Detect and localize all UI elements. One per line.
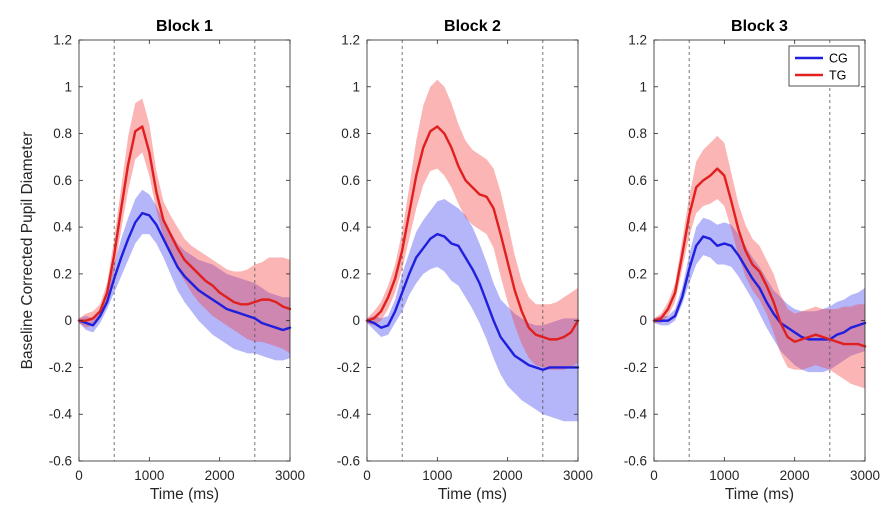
chart-title: Block 3 xyxy=(731,18,788,35)
y-tick-label: 1.2 xyxy=(628,33,647,48)
y-tick-label: -0.6 xyxy=(624,454,647,469)
y-tick-label: 0.8 xyxy=(628,126,647,141)
x-tick-label: 2000 xyxy=(493,468,523,483)
x-tick-label: 2000 xyxy=(780,468,810,483)
axes-box xyxy=(366,39,579,462)
y-tick-label: -0.4 xyxy=(337,407,361,422)
y-tick-label: 1.2 xyxy=(341,33,360,48)
confidence-band-cg xyxy=(654,217,865,373)
y-axis-label: Baseline Corrected Pupil Diameter xyxy=(19,132,36,370)
x-tick-label: 1000 xyxy=(709,468,739,483)
series-line-tg xyxy=(365,125,580,341)
x-tick-label: 3000 xyxy=(563,468,593,483)
series-line-cg xyxy=(365,232,580,371)
y-tick-label: 0.4 xyxy=(628,220,647,235)
y-tick-label: 0.4 xyxy=(53,220,72,235)
x-tick-label: 3000 xyxy=(850,468,880,483)
x-tick-label: 0 xyxy=(650,468,658,483)
confidence-band-tg xyxy=(79,98,290,354)
y-tick-label: 0.2 xyxy=(53,266,72,281)
axes-box xyxy=(78,39,291,462)
chart-panel-3: -0.6 -0.4 -0.2 0 0.2 0.4 0.6 0.8 1 1.2 0 1000 2000 30… xyxy=(624,18,880,503)
legend-label-cg: CG xyxy=(829,52,848,66)
x-tick-label: 3000 xyxy=(275,468,305,483)
chart-panel-2: -0.6 -0.4 -0.2 0 0.2 0.4 0.6 0.8 1 1.2 0 1000 2000 30… xyxy=(337,18,593,503)
y-tick-label: 0 xyxy=(352,313,360,328)
series-line-cg xyxy=(77,211,292,332)
y-tick-label: 0.8 xyxy=(341,126,360,141)
x-tick-label: 1000 xyxy=(422,468,452,483)
y-tick-label: 0.6 xyxy=(628,173,647,188)
confidence-band-tg xyxy=(654,135,865,389)
y-tick-label: -0.2 xyxy=(624,360,647,375)
y-tick-label: 0.4 xyxy=(341,220,360,235)
y-tick-label: 0.2 xyxy=(341,266,360,281)
chart-title: Block 2 xyxy=(444,18,501,35)
y-tick-label: -0.4 xyxy=(49,407,73,422)
y-tick-label: 0 xyxy=(639,313,647,328)
y-tick-label: 0.6 xyxy=(53,173,72,188)
confidence-band-tg xyxy=(367,79,578,370)
x-axis-label: Time (ms) xyxy=(150,486,219,503)
y-tick-label: -0.6 xyxy=(49,454,72,469)
legend-box xyxy=(788,45,860,87)
y-tick-label: -0.2 xyxy=(49,360,72,375)
y-tick-label: 1 xyxy=(64,79,72,94)
x-tick-label: 0 xyxy=(363,468,371,483)
y-tick-label: 0.6 xyxy=(341,173,360,188)
y-tick-label: 1 xyxy=(352,79,360,94)
chart-panel-1: -0.6 -0.4 -0.2 0 0.2 0.4 0.6 0.8 1 1.2 0 1000 2000 30… xyxy=(19,18,305,503)
x-axis-label: Time (ms) xyxy=(438,486,507,503)
y-tick-label: 0.2 xyxy=(628,266,647,281)
legend: CG TG xyxy=(788,45,860,87)
x-axis-label: Time (ms) xyxy=(725,486,794,503)
y-tick-label: -0.6 xyxy=(337,454,360,469)
x-tick-label: 1000 xyxy=(134,468,164,483)
legend-label-tg: TG xyxy=(829,69,846,83)
y-tick-label: 1 xyxy=(639,79,647,94)
x-tick-label: 2000 xyxy=(205,468,235,483)
axes-box xyxy=(653,39,866,462)
x-tick-label: 0 xyxy=(75,468,83,483)
y-tick-label: -0.2 xyxy=(337,360,360,375)
chart-title: Block 1 xyxy=(156,18,213,35)
y-tick-label: 0 xyxy=(64,313,72,328)
y-tick-label: -0.4 xyxy=(624,407,648,422)
chart-panels: -0.6-0.4-0.200.20.40.60.811.20 1000 2000 30… xyxy=(19,18,880,503)
y-tick-label: 1.2 xyxy=(53,33,72,48)
series-line-tg xyxy=(77,125,292,322)
y-tick-label: 0.8 xyxy=(53,126,72,141)
series-line-tg xyxy=(652,167,867,348)
